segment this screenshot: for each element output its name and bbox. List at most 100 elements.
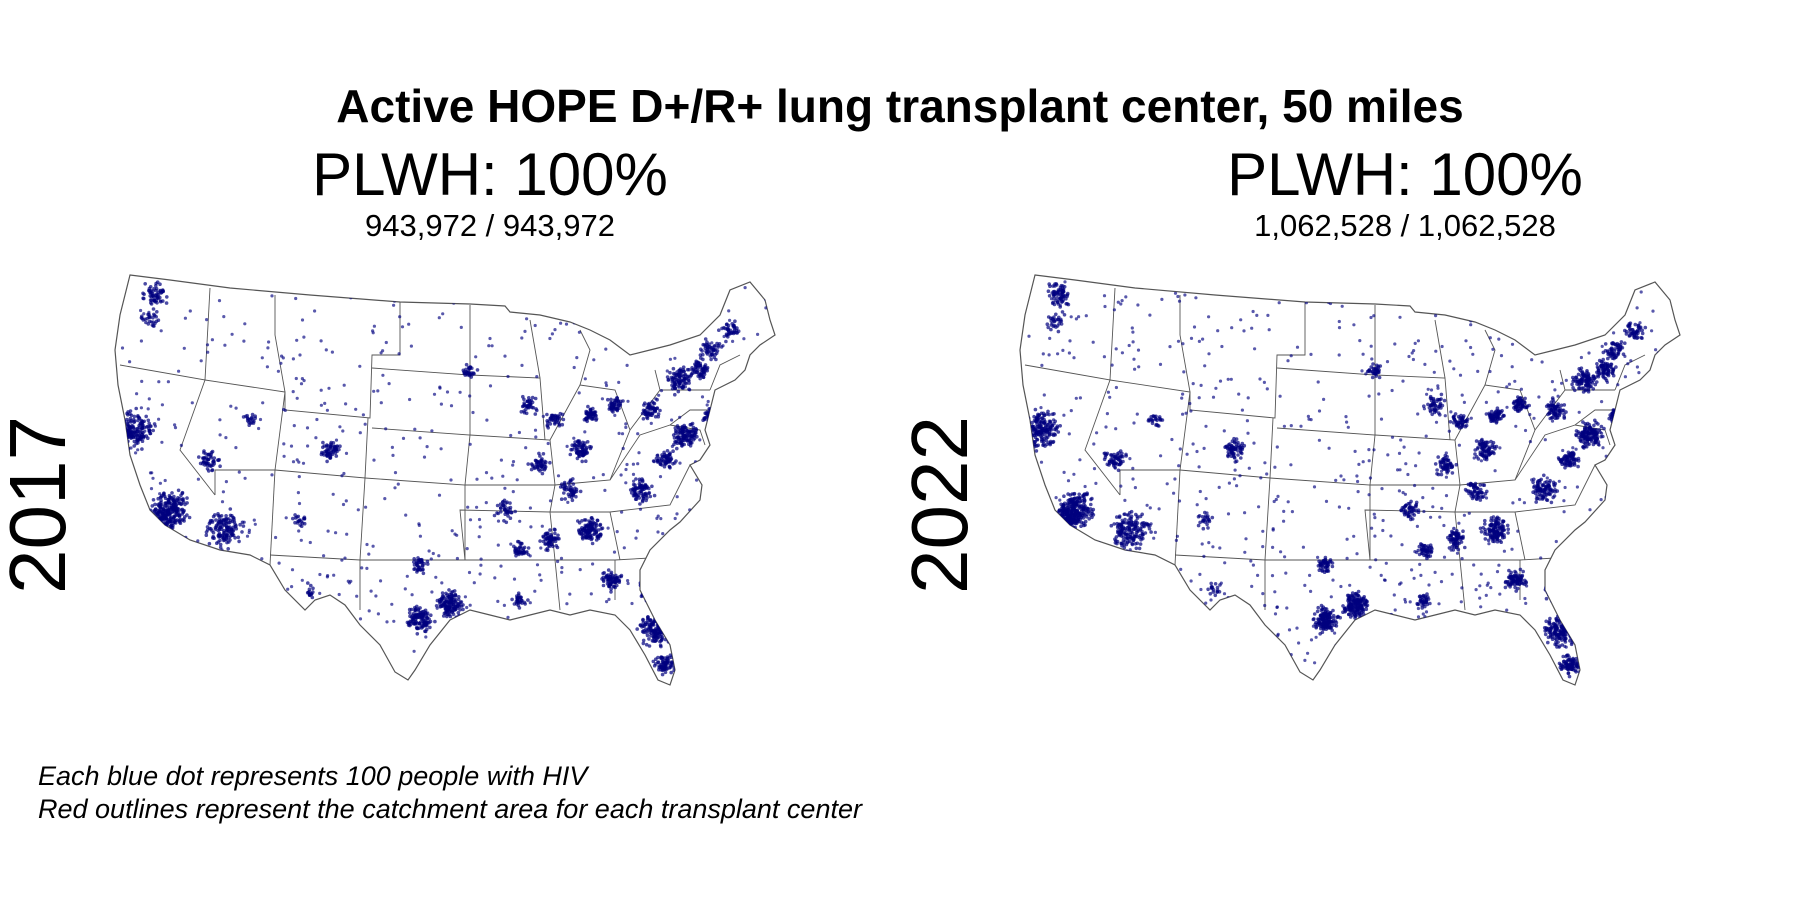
hiv-dot xyxy=(412,622,417,626)
hiv-dot xyxy=(1354,611,1359,615)
hiv-dot xyxy=(173,501,177,506)
hiv-dot xyxy=(583,523,587,527)
hiv-dot xyxy=(661,626,665,630)
hiv-dot xyxy=(363,422,367,426)
hiv-dot xyxy=(641,618,645,622)
hiv-dot xyxy=(149,424,153,428)
hiv-dot xyxy=(232,520,237,524)
hiv-dot xyxy=(515,598,520,602)
hiv-dot xyxy=(1121,525,1126,529)
hiv-dot xyxy=(1139,536,1144,540)
hiv-dot xyxy=(120,618,124,622)
hiv-dot xyxy=(294,376,298,381)
hiv-dot xyxy=(407,322,411,326)
hiv-dot xyxy=(519,546,523,551)
hiv-dot xyxy=(204,641,208,645)
hiv-dot xyxy=(1058,524,1062,528)
hiv-dot xyxy=(1125,536,1129,540)
hiv-dot xyxy=(678,415,682,419)
hiv-dot xyxy=(740,513,744,518)
hiv-dot xyxy=(720,544,724,549)
hiv-dot xyxy=(206,350,210,354)
hiv-dot xyxy=(496,519,501,523)
hiv-dot xyxy=(663,627,667,631)
hiv-dot xyxy=(1052,319,1056,323)
hiv-dot xyxy=(723,326,727,331)
hiv-dot xyxy=(167,493,172,498)
hiv-dot xyxy=(185,501,189,505)
hiv-dot xyxy=(649,584,654,589)
hiv-dot xyxy=(625,363,629,367)
hiv-dot xyxy=(160,403,164,407)
hiv-dot xyxy=(298,353,302,357)
hiv-dot xyxy=(1381,659,1386,663)
hiv-dot xyxy=(615,640,619,644)
hiv-dot xyxy=(266,346,270,350)
hiv-dot xyxy=(653,594,657,599)
hiv-dot xyxy=(151,428,155,433)
hiv-dot xyxy=(521,394,525,399)
hiv-dot xyxy=(240,530,244,534)
hiv-dot xyxy=(221,490,225,494)
hiv-dot xyxy=(701,357,705,362)
hiv-dot xyxy=(221,518,226,522)
hiv-dot xyxy=(331,649,335,653)
hiv-dot xyxy=(444,598,449,602)
hiv-dot xyxy=(477,645,482,650)
hiv-dot xyxy=(538,539,542,543)
hiv-dot xyxy=(1364,607,1369,611)
hiv-dot xyxy=(731,629,735,633)
hiv-dot xyxy=(722,389,726,393)
hiv-dot xyxy=(1066,492,1070,496)
hiv-dot xyxy=(484,471,489,475)
hiv-dot xyxy=(678,441,682,445)
hiv-dot xyxy=(571,482,576,486)
hiv-dot xyxy=(495,503,500,508)
hiv-dot xyxy=(392,303,396,307)
hiv-dot xyxy=(1062,526,1067,531)
hiv-dot xyxy=(548,417,552,421)
hiv-dot xyxy=(323,401,327,405)
hiv-dot xyxy=(1043,423,1048,428)
hiv-dot xyxy=(1060,520,1065,524)
hiv-dot xyxy=(601,579,606,583)
hiv-dot xyxy=(652,593,657,598)
hiv-dot xyxy=(178,581,182,586)
hiv-dot xyxy=(1022,435,1027,440)
hiv-dot xyxy=(656,412,661,416)
hiv-dot xyxy=(641,665,646,669)
hiv-dot xyxy=(507,280,511,284)
hiv-dot xyxy=(405,574,409,578)
hiv-dot xyxy=(129,418,133,423)
hiv-dot xyxy=(666,377,671,382)
hiv-dot xyxy=(1117,451,1121,455)
hiv-dot xyxy=(492,513,497,518)
hiv-dot xyxy=(385,620,389,624)
hiv-dot xyxy=(749,372,754,376)
hiv-dot xyxy=(325,454,329,458)
hiv-dot xyxy=(642,588,647,593)
hiv-dot xyxy=(656,530,660,534)
hiv-dot xyxy=(648,494,653,499)
hiv-dot xyxy=(154,510,159,515)
hiv-dot xyxy=(178,521,183,525)
hiv-dot xyxy=(593,410,598,414)
hiv-dot xyxy=(345,624,349,628)
hiv-dot xyxy=(1063,526,1068,530)
hiv-dot xyxy=(645,595,650,599)
hiv-dot xyxy=(1386,656,1390,660)
hiv-dot xyxy=(1078,499,1083,504)
hiv-dot xyxy=(575,439,580,444)
hiv-dot xyxy=(631,472,636,476)
hiv-dot xyxy=(238,522,242,527)
hiv-dot xyxy=(156,620,160,624)
hiv-dot xyxy=(766,456,771,460)
hiv-dot xyxy=(675,441,680,445)
hiv-dot xyxy=(445,595,450,600)
us-map-2022 xyxy=(1019,274,1681,686)
hiv-dot xyxy=(609,587,613,591)
hiv-dot xyxy=(509,510,513,515)
hiv-dot xyxy=(218,525,223,529)
hiv-dot xyxy=(1387,660,1391,664)
hiv-dot xyxy=(1387,662,1391,667)
